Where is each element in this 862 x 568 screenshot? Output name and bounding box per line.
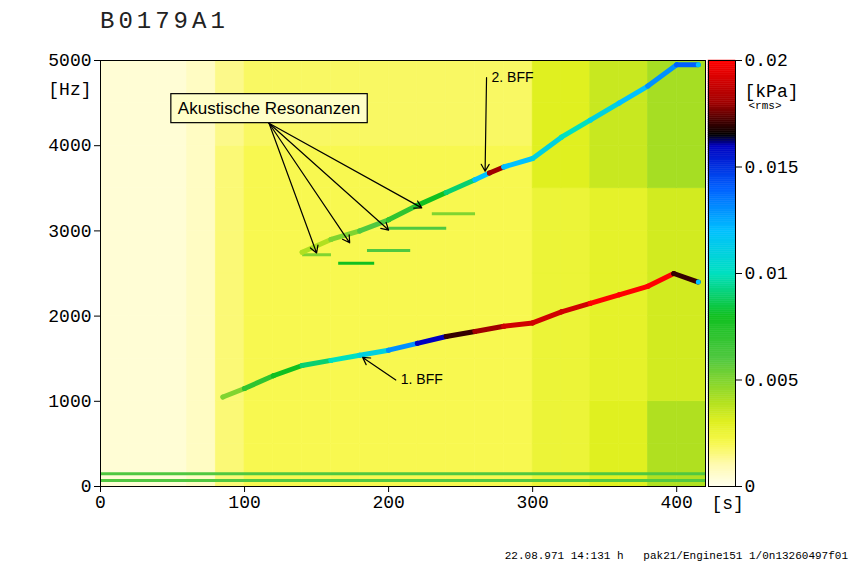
svg-text:<rms>: <rms> — [749, 100, 782, 112]
svg-text:100: 100 — [228, 493, 260, 513]
svg-text:0.01: 0.01 — [745, 264, 788, 284]
svg-text:0: 0 — [95, 493, 106, 513]
svg-text:2. BFF: 2. BFF — [492, 69, 534, 85]
svg-text:1000: 1000 — [48, 392, 91, 412]
svg-text:200: 200 — [372, 493, 404, 513]
svg-text:2000: 2000 — [48, 307, 91, 327]
svg-text:[Hz]: [Hz] — [48, 80, 91, 100]
svg-text:3000: 3000 — [48, 222, 91, 242]
svg-text:300: 300 — [516, 493, 548, 513]
svg-text:0: 0 — [745, 477, 756, 497]
svg-text:0: 0 — [81, 477, 92, 497]
svg-text:400: 400 — [660, 493, 692, 513]
svg-text:1. BFF: 1. BFF — [401, 371, 443, 387]
svg-text:[kPa]: [kPa] — [745, 82, 799, 102]
svg-text:0.005: 0.005 — [745, 371, 799, 391]
html-text:B0179A1: B0179A1 — [100, 8, 229, 35]
svg-text:0.015: 0.015 — [745, 158, 799, 178]
svg-text:4000: 4000 — [48, 136, 91, 156]
svg-text:5000: 5000 — [48, 51, 91, 71]
svg-text:Akustische Resonanzen: Akustische Resonanzen — [178, 99, 360, 118]
html-text:22.08.971 14:131 h pak21/Engin: 22.08.971 14:131 h pak21/Engine151 1/0n1… — [504, 550, 848, 562]
svg-text:[s]: [s] — [712, 494, 744, 514]
svg-text:0.02: 0.02 — [745, 51, 788, 71]
